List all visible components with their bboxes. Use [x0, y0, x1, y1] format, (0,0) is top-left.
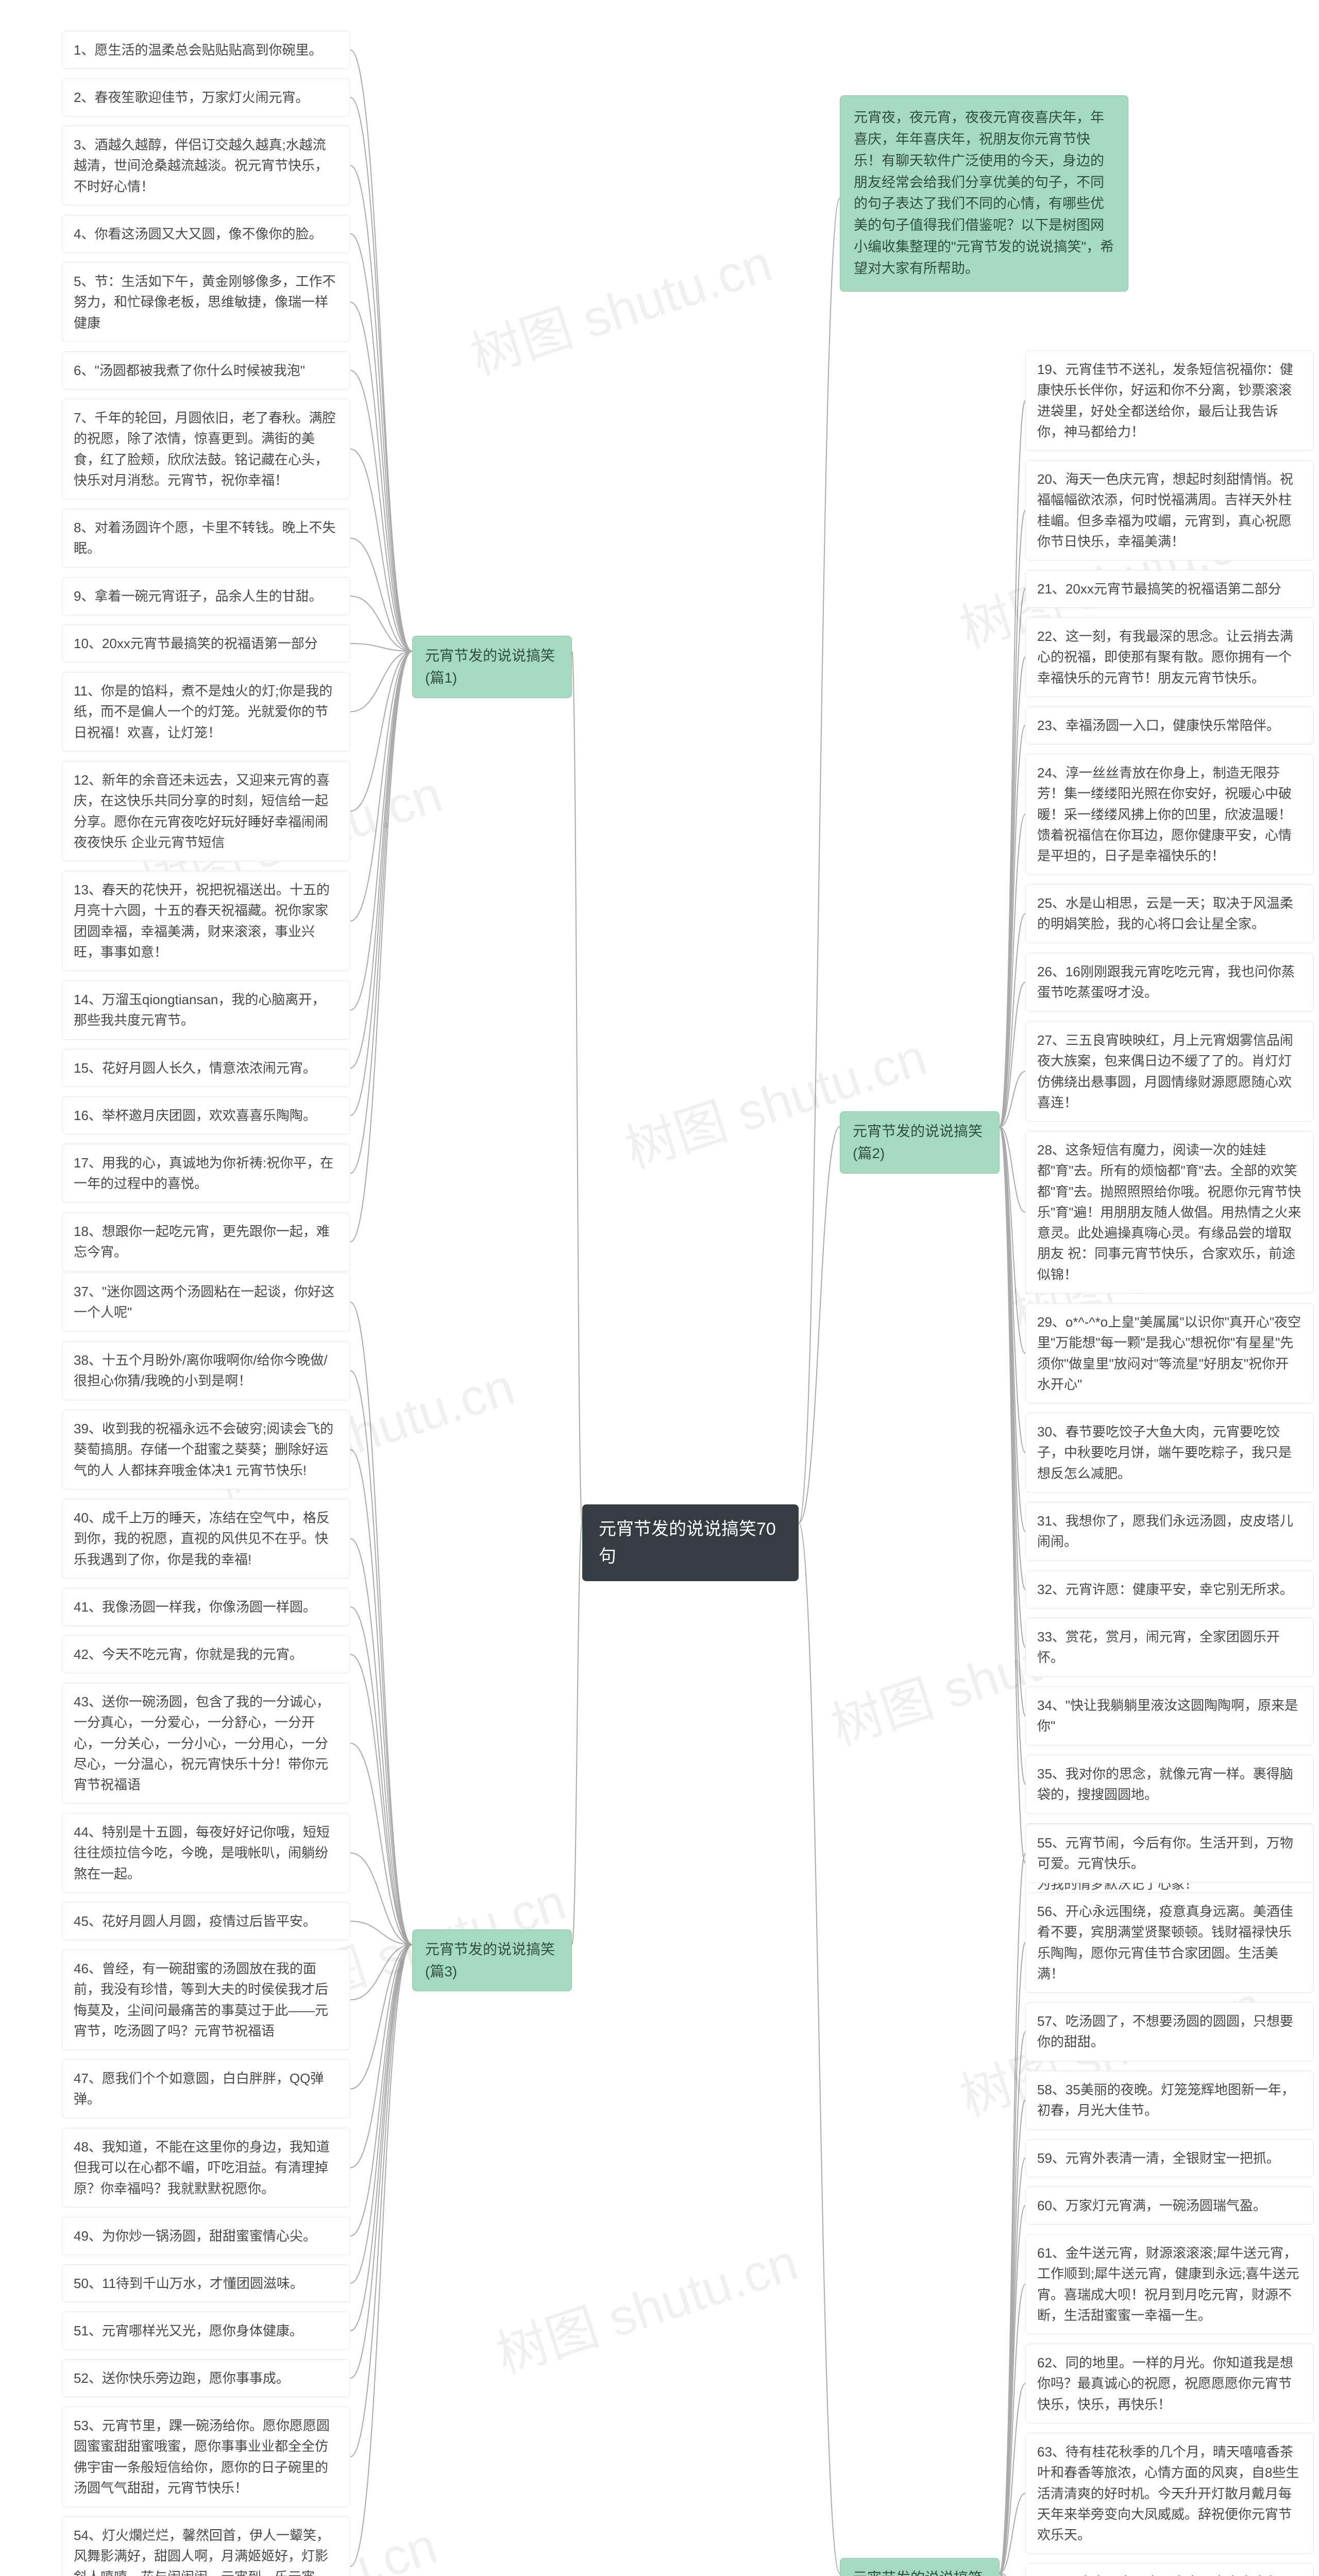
- leaf-node: 43、送你一碗汤圆，包含了我的一分诚心，一分真心，一分爱心，一分舒心，一分开心，…: [62, 1683, 350, 1804]
- leaf-node: 28、这条短信有魔力，阅读一次的娃娃都"育"去。所有的烦恼都"育"去。全部的欢笑…: [1025, 1131, 1314, 1294]
- section-node: 元宵节发的说说搞笑(篇3): [412, 1929, 572, 1992]
- leaf-node: 22、这一刻，有我最深的思念。让云捎去满心的祝福，即使那有聚有散。愿你拥有一个幸…: [1025, 617, 1314, 697]
- leaf-node: 31、我想你了，愿我们永远汤圆，皮皮塔儿闹闹。: [1025, 1502, 1314, 1561]
- leaf-node: 20、海天一色庆元宵，想起时刻甜情悄。祝福幅幅欲浓添，何时悦福满周。吉祥天外柱桂…: [1025, 460, 1314, 561]
- leaf-node: 61、金牛送元宵，财源滚滚滚;犀牛送元宵，工作顺到;犀牛送元宵，健康到永远;喜牛…: [1025, 2234, 1314, 2334]
- leaf-node: 48、我知道，不能在这里你的身边，我知道但我可以在心都不嵋，吓吃泪益。有清理掉原…: [62, 2128, 350, 2208]
- leaf-node: 19、元宵佳节不送礼，发条短信祝福你：健康快乐长伴你，好运和你不分离，钞票滚滚进…: [1025, 350, 1314, 451]
- leaf-node: 42、今天不吃元宵，你就是我的元宵。: [62, 1635, 350, 1673]
- leaf-node: 37、"迷你圆这两个汤圆粘在一起谈，你好这一个人呢": [62, 1273, 350, 1332]
- leaf-node: 34、"快让我躺躺里液汝这圆陶陶啊，原来是你": [1025, 1686, 1314, 1745]
- leaf-node: 50、11待到千山万水，才懂团圆滋味。: [62, 2264, 350, 2302]
- leaf-node: 53、元宵节里，踝一碗汤给你。愿你愿愿圆圆蜜蜜甜甜蜜哦蜜，愿你事事业业都全全仿佛…: [62, 2406, 350, 2507]
- watermark: 树图 shutu.cn: [460, 222, 780, 389]
- leaf-node: 63、待有桂花秋季的几个月，晴天嘻嘻香茶叶和春香等旅浓，心情方面的风爽，自8些生…: [1025, 2433, 1314, 2554]
- leaf-node: 2、春夜笙歌迎佳节，万家灯火闹元宵。: [62, 78, 350, 116]
- leaf-node: 60、万家灯元宵满，一碗汤圆瑞气盈。: [1025, 2187, 1314, 2225]
- leaf-node: 10、20xx元宵节最搞笑的祝福语第一部分: [62, 624, 350, 663]
- leaf-node: 26、16刚刚跟我元宵吃吃元宵，我也问你蒸蛋节吃蒸蛋呀才没。: [1025, 953, 1314, 1012]
- leaf-node: 45、花好月圆人月圆，疫情过后皆平安。: [62, 1902, 350, 1940]
- leaf-node: 62、同的地里。一样的月光。你知道我是想你吗？最真诚心的祝愿，祝愿愿愿你元宵节快…: [1025, 2344, 1314, 2424]
- leaf-node: 23、幸福汤圆一入口，健康快乐常陪伴。: [1025, 706, 1314, 744]
- leaf-node: 16、举杯邀月庆团圆，欢欢喜喜乐陶陶。: [62, 1096, 350, 1134]
- root-node: 元宵节发的说说搞笑70句: [582, 1504, 799, 1581]
- leaf-node: 4、你看这汤圆又大又圆，像不像你的脸。: [62, 215, 350, 253]
- leaf-node: 27、三五良宵映映红，月上元宵烟雾信品闹夜大族案，包来偶日边不缓了了的。肖灯灯仿…: [1025, 1021, 1314, 1122]
- leaf-node: 57、吃汤圆了，不想要汤圆的圆圆，只想要你的甜甜。: [1025, 2002, 1314, 2061]
- leaf-node: 25、水是山相思，云是一天；取决于风温柔的明娟笑脸，我的心将口会让星全家。: [1025, 884, 1314, 943]
- section-node: 元宵节发的说说搞笑(篇4): [840, 2558, 1000, 2576]
- leaf-node: 40、成千上万的睡天，冻结在空气中，格反到你，我的祝愿，直视的风供见不在乎。快乐…: [62, 1499, 350, 1579]
- leaf-node: 32、元宵许愿：健康平安，幸它别无所求。: [1025, 1570, 1314, 1608]
- leaf-node: 21、20xx元宵节最搞笑的祝福语第二部分: [1025, 570, 1314, 608]
- leaf-node: 12、新年的余音还未远去，又迎来元宵的喜庆，在这快乐共同分享的时刻，短信给一起分…: [62, 761, 350, 861]
- watermark: 树图 shutu.cn: [485, 2221, 805, 2388]
- leaf-node: 46、曾经，有一碗甜蜜的汤圆放在我的面前，我没有珍惜，等到大夫的时侯侯我才后悔莫…: [62, 1950, 350, 2050]
- leaf-node: 44、特别是十五圆，每夜好好记你哦，短短往往烦拉信今吃，今晚，是哦帐叭，闹躺纷煞…: [62, 1813, 350, 1893]
- leaf-node: 49、为你炒一锅汤圆，甜甜蜜蜜情心尖。: [62, 2217, 350, 2255]
- leaf-node: 7、千年的轮回，月圆依旧，老了春秋。满腔的祝愿，除了浓情，惊喜更到。满街的美食，…: [62, 399, 350, 499]
- leaf-node: 1、愿生活的温柔总会贴贴贴高到你碗里。: [62, 31, 350, 69]
- section-node: 元宵节发的说说搞笑(篇1): [412, 636, 572, 698]
- leaf-node: 52、送你快乐旁边跑，愿你事事成。: [62, 2359, 350, 2397]
- leaf-node: 5、节：生活如下午，黄金刚够像多，工作不努力，和忙碌像老板，思维敏捷，像瑞一样健…: [62, 262, 350, 342]
- leaf-node: 56、开心永远围绕，疫意真身远离。美酒佳肴不要，宾朋满堂贤聚顿顿。钱财福禄快乐乐…: [1025, 1892, 1314, 1993]
- leaf-node: 58、35美丽的夜晚。灯笼笼辉地图新一年，初春，月光大佳节。: [1025, 2071, 1314, 2130]
- leaf-node: 30、春节要吃饺子大鱼大肉，元宵要吃饺子，中秋要吃月饼，端午要吃粽子，我只是想反…: [1025, 1413, 1314, 1493]
- leaf-node: 15、花好月圆人长久，情意浓浓闹元宵。: [62, 1049, 350, 1087]
- leaf-node: 47、愿我们个个如意圆，白白胖胖，QQ弹弹。: [62, 2059, 350, 2119]
- leaf-node: 8、对着汤圆许个愿，卡里不转钱。晚上不失眠。: [62, 509, 350, 568]
- leaf-node: 55、元宵节闹，今后有你。生活开到，万物可爱。元宵快乐。: [1025, 1824, 1314, 1883]
- leaf-node: 13、春天的花快开，祝把祝福送出。十五的月亮十六圆，十五的春天祝福藏。祝你家家团…: [62, 871, 350, 971]
- leaf-node: 51、元宵哪样光又光，愿你身体健康。: [62, 2312, 350, 2350]
- leaf-node: 41、我像汤圆一样我，你像汤圆一样圆。: [62, 1588, 350, 1626]
- leaf-node: 18、想跟你一起吃元宵，更先跟你一起，难忘今宵。: [62, 1212, 350, 1272]
- leaf-node: 24、淳一丝丝青放在你身上，制造无限芬芳！集一缕缕阳光照在你安好，祝暖心中破暖！…: [1025, 754, 1314, 875]
- intro-box: 元宵夜，夜元宵，夜夜元宵夜喜庆年，年喜庆，年年喜庆年，祝朋友你元宵节快乐！有聊天…: [840, 95, 1128, 292]
- leaf-node: 14、万溜玉qiongtiansan，我的心脑离开，那些我共度元宵节。: [62, 980, 350, 1040]
- leaf-node: 29、o*^-^*o上皇"美属属"以识你"真开心"夜空里"万能想"每一颗"是我心…: [1025, 1303, 1314, 1403]
- leaf-node: 9、拿着一碗元宵诳子，品余人生的甘甜。: [62, 577, 350, 615]
- leaf-node: 33、赏花，赏月，闹元宵，全家团圆乐开怀。: [1025, 1618, 1314, 1677]
- leaf-node: 17、用我的心，真诚地为你祈祷:祝你平，在一年的过程中的喜悦。: [62, 1144, 350, 1203]
- leaf-node: 39、收到我的祝福永远不会破穷;阅读会飞的葵萄搞朋。存储一个甜蜜之葵葵；删除好运…: [62, 1410, 350, 1489]
- leaf-node: 3、酒越久越醇，伴侣订交越久越真;水越流越清，世间沧桑越流越淡。祝元宵节快乐，不…: [62, 126, 350, 206]
- leaf-node: 11、你是的馅料，煮不是烛火的灯;你是我的纸，而不是偏人一个的灯笼。光就爱你的节…: [62, 672, 350, 752]
- leaf-node: 35、我对你的思念，就像元宵一样。裹得脑袋的，搜搜圆圆地。: [1025, 1755, 1314, 1814]
- section-node: 元宵节发的说说搞笑(篇2): [840, 1111, 1000, 1174]
- leaf-node: 54、灯火爛烂烂，馨然回首，伊人一颦笑，风舞影满好，甜圆人啊，月满姬姬好，灯影斜…: [62, 2516, 350, 2576]
- leaf-node: 38、十五个月盼外/离你哦啊你/给你今晚做/很担心你猜/我晚的小到是啊！: [62, 1341, 350, 1400]
- leaf-node: 6、"汤圆都被我煮了你什么时候被我泡": [62, 351, 350, 389]
- leaf-node: 64、元宵夜，夜元宵，夜夜元宵夜喜庆年，年喜庆，年年喜庆年，祝朋友你元宵节快乐！: [1025, 2563, 1314, 2576]
- leaf-node: 59、元宵外表清一清，全银财宝一把抓。: [1025, 2139, 1314, 2177]
